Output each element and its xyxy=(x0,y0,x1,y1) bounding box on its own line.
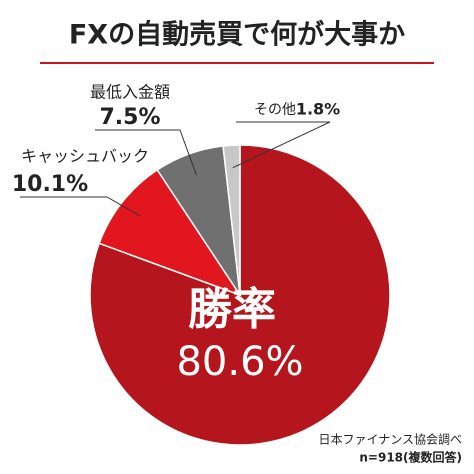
value-label: 80.6% xyxy=(176,339,303,385)
value-label: 7.5% xyxy=(99,105,160,130)
leader-line xyxy=(20,196,141,217)
source-n: n=918(複数回答) xyxy=(359,450,462,465)
slice-label: 勝率 xyxy=(188,284,276,335)
value-label: 1.8% xyxy=(296,100,340,119)
pie-slice xyxy=(98,168,242,297)
value-label: 10.1% xyxy=(12,172,88,197)
pie-slice xyxy=(222,144,241,296)
leader-line xyxy=(232,121,331,169)
chart-title: FXの自動売買で何が大事か xyxy=(69,19,405,51)
pie-slice xyxy=(89,144,391,446)
slice-label: 最低入金額 xyxy=(90,83,170,102)
slice-label: その他 xyxy=(254,102,296,118)
leader-line xyxy=(95,129,197,176)
slice-label: キャッシュバック xyxy=(21,147,149,166)
source: 日本ファイナンス協会調べ xyxy=(318,432,462,447)
